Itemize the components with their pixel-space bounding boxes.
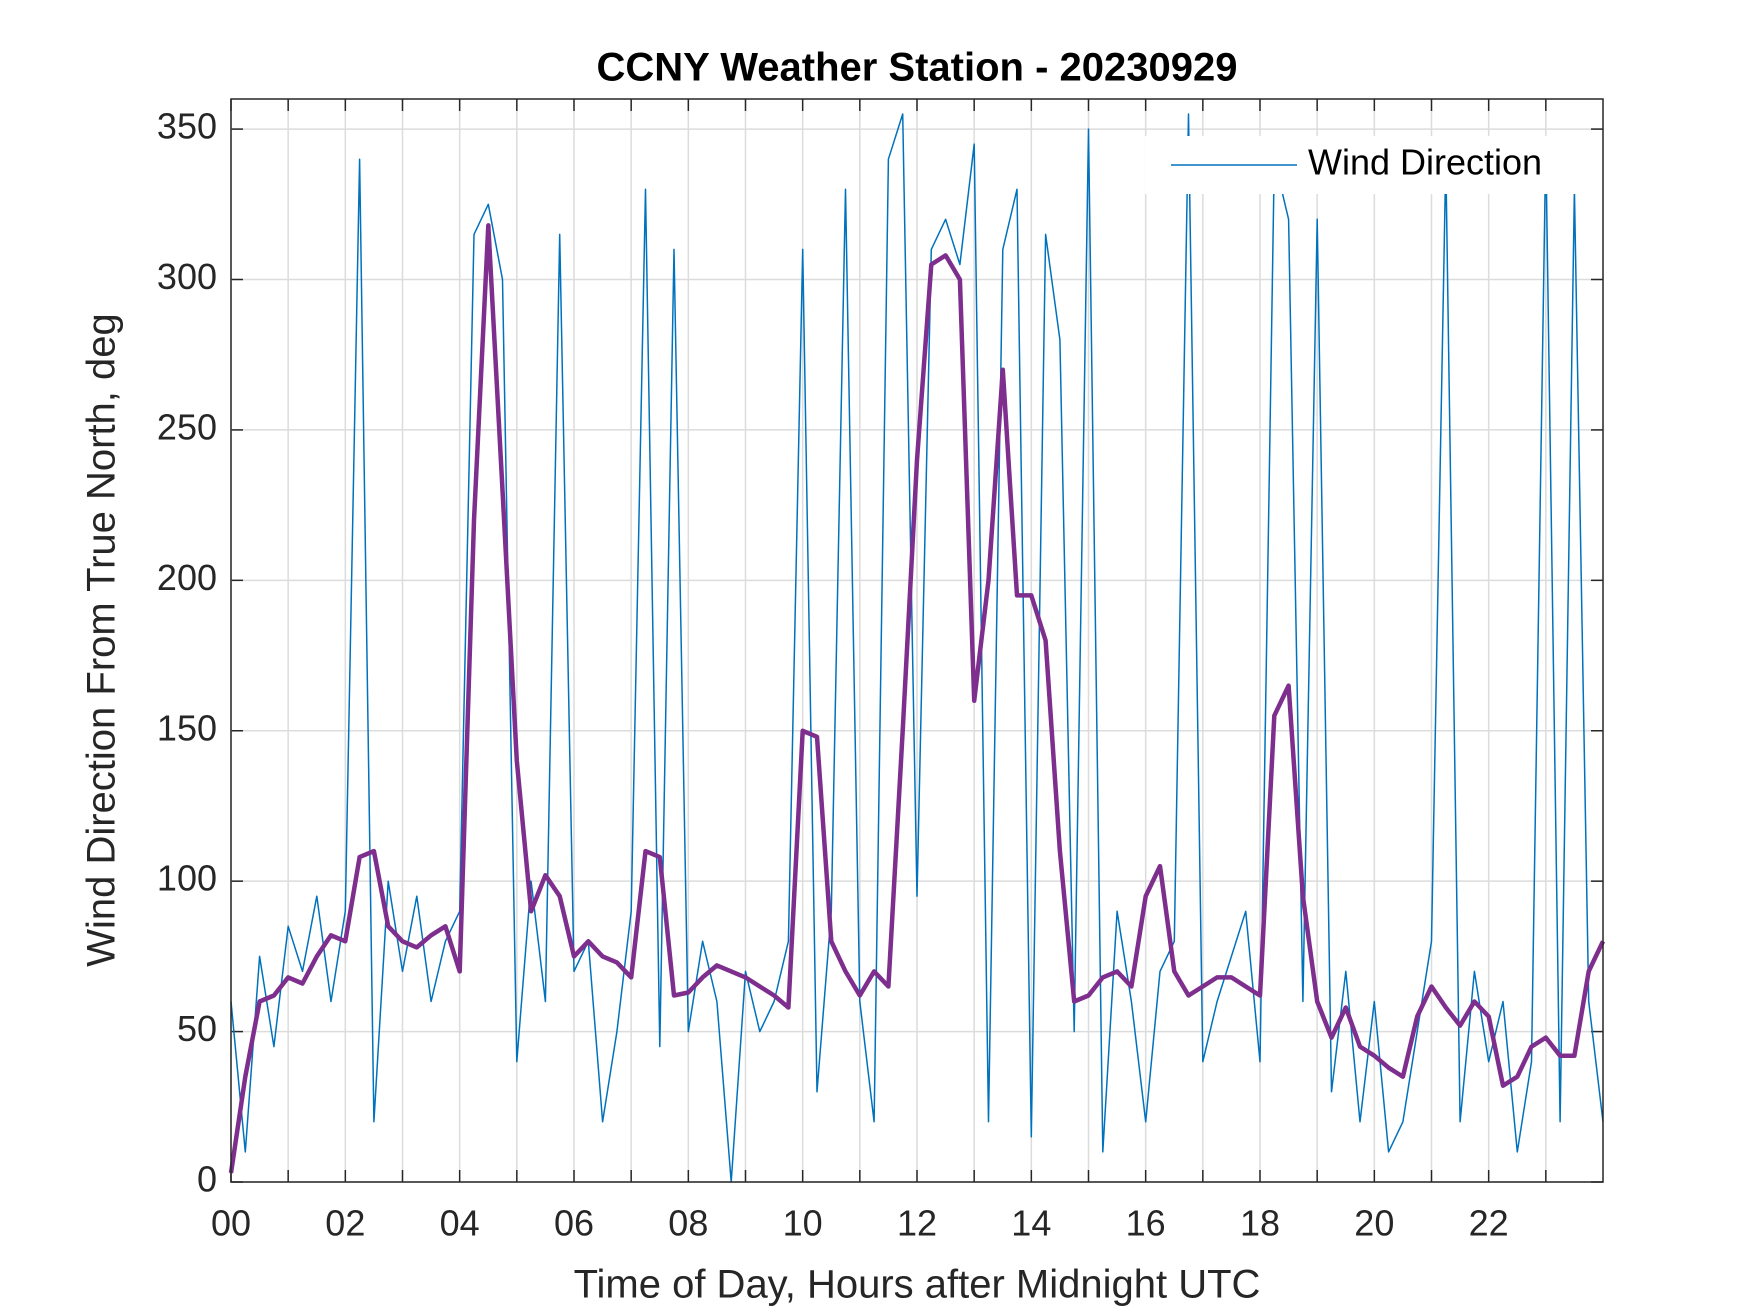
x-tick-label: 16 (1126, 1203, 1166, 1244)
y-tick-label: 300 (157, 256, 217, 297)
data-line (228, 223, 1606, 1174)
x-tick-label: 10 (783, 1203, 823, 1244)
x-axis-label: Time of Day, Hours after Midnight UTC (574, 1263, 1261, 1307)
axes-box (230, 98, 1604, 1183)
y-tick-label: 0 (197, 1159, 217, 1200)
y-tick-label: 150 (157, 707, 217, 748)
y-tick-label: 100 (157, 858, 217, 899)
x-tick-label: 00 (211, 1203, 251, 1244)
y-tick-label: 50 (177, 1008, 217, 1049)
x-tick-label: 14 (1011, 1203, 1051, 1244)
x-tick-label: 12 (897, 1203, 937, 1244)
x-tick-label: 08 (668, 1203, 708, 1244)
y-tick-label: 350 (157, 106, 217, 147)
x-tick-label: 04 (440, 1203, 480, 1244)
x-tick-label: 22 (1469, 1203, 1509, 1244)
x-tick-label: 20 (1354, 1203, 1394, 1244)
y-tick-label: 250 (157, 406, 217, 447)
x-tick-label: 06 (554, 1203, 594, 1244)
y-axis-label: Wind Direction From True North, deg (80, 313, 124, 967)
legend-label: Wind Direction (1308, 142, 1542, 183)
x-tick-label: 18 (1240, 1203, 1280, 1244)
chart-title: CCNY Weather Station - 20230929 (597, 46, 1238, 90)
y-tick-label: 200 (157, 557, 217, 598)
x-tick-label: 02 (325, 1203, 365, 1244)
